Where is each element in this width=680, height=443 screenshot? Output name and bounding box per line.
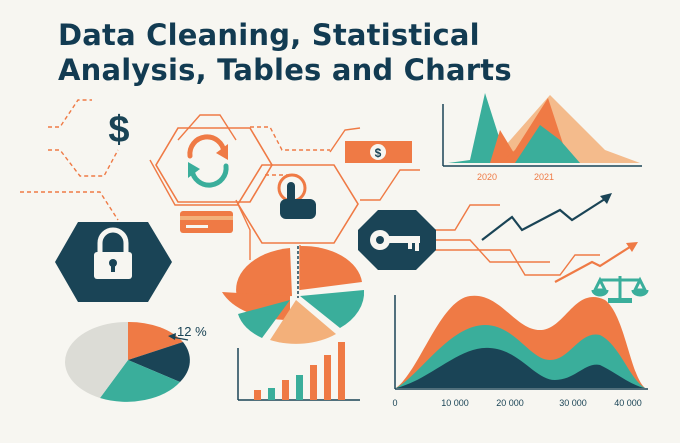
pie-slice-peach bbox=[270, 300, 336, 344]
top-area-chart: 2020 2021 bbox=[442, 93, 642, 182]
series-teal-area-1 bbox=[448, 93, 505, 163]
x-tick-20000: 20 000 bbox=[496, 398, 524, 408]
pie-slice-orange-left bbox=[236, 248, 292, 300]
bottom-area-chart: 0 10 000 20 000 30 000 40 000 bbox=[392, 295, 648, 408]
title-line-1: Data Cleaning, Statistical bbox=[58, 18, 480, 52]
x-tick-30000: 30 000 bbox=[559, 398, 587, 408]
dollar-icon: $ bbox=[108, 109, 129, 151]
x-tick-2021: 2021 bbox=[534, 172, 554, 182]
pie-slice-teal-left bbox=[238, 300, 290, 338]
bar-6 bbox=[324, 355, 331, 400]
x-tick-0: 0 bbox=[392, 398, 397, 408]
key-octagon bbox=[358, 210, 436, 270]
padlock-icon bbox=[94, 227, 132, 279]
center-pie-chart bbox=[222, 245, 365, 344]
svg-text:$: $ bbox=[375, 146, 382, 160]
pie-slice-teal-right bbox=[300, 290, 365, 328]
connector-lines bbox=[20, 99, 600, 290]
key-icon bbox=[370, 230, 420, 251]
money-bill-icon: $ bbox=[345, 141, 412, 163]
title-line-2: Analysis, Tables and Charts bbox=[58, 53, 512, 87]
pie-slice-grey bbox=[65, 321, 128, 398]
pie-slice-orange bbox=[128, 321, 183, 360]
x-tick-10000: 10 000 bbox=[441, 398, 469, 408]
pie-percent-label: 12 % bbox=[177, 324, 207, 339]
series-navy-area bbox=[396, 347, 645, 388]
x-tick-40000: 40 000 bbox=[614, 398, 642, 408]
refresh-hexagon bbox=[155, 127, 273, 203]
refresh-icon bbox=[187, 134, 229, 188]
pie-slice-orange-top bbox=[300, 245, 362, 290]
credit-card-icon bbox=[180, 211, 233, 233]
pie-slice-navy bbox=[128, 342, 190, 382]
bar-4 bbox=[296, 375, 303, 400]
bar-5 bbox=[310, 365, 317, 400]
pie-slice-teal bbox=[100, 360, 180, 402]
series-teal-area-2 bbox=[515, 125, 580, 163]
bar-chart bbox=[237, 342, 360, 401]
bar-1 bbox=[254, 390, 261, 400]
bar-7 bbox=[338, 342, 345, 400]
bar-2 bbox=[268, 388, 275, 400]
svg-text:$: $ bbox=[108, 109, 129, 151]
pointer-hexagon bbox=[237, 164, 359, 244]
x-tick-2020: 2020 bbox=[477, 172, 497, 182]
bar-3 bbox=[282, 380, 289, 400]
padlock-hexagon bbox=[55, 222, 172, 302]
hand-pointer-icon bbox=[277, 173, 316, 219]
balance-scale-icon bbox=[591, 276, 649, 303]
trend-arrow-icon bbox=[481, 193, 638, 283]
bottom-left-pie-chart: 12 % bbox=[65, 321, 207, 402]
